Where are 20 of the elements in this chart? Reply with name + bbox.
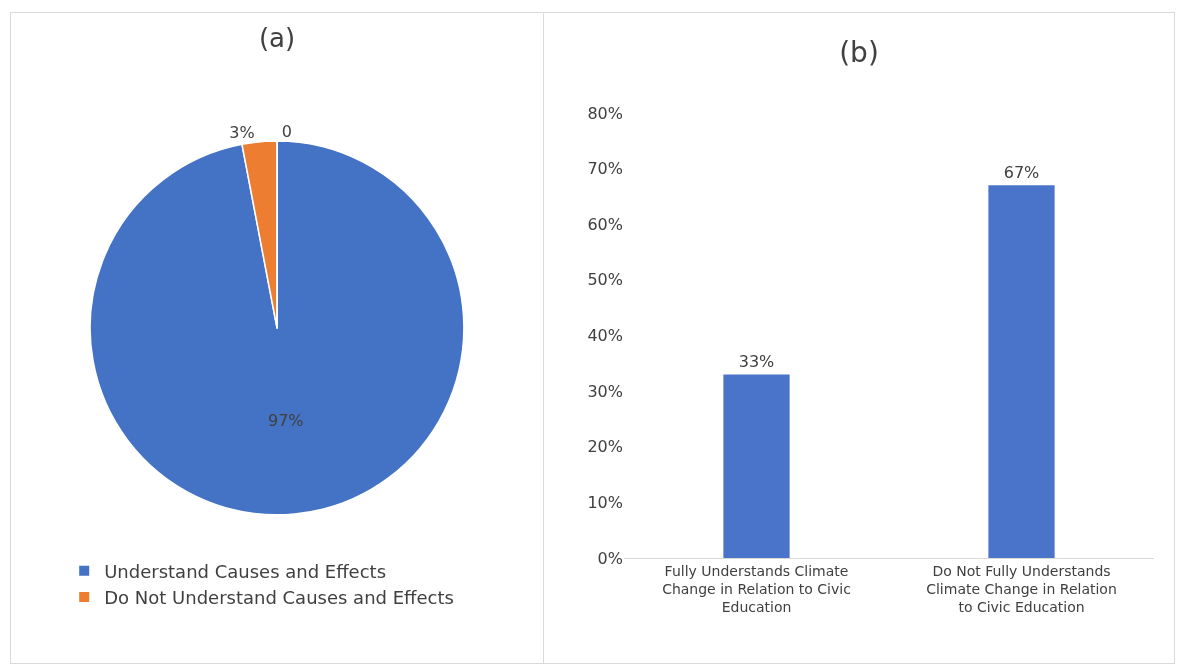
data-label: 3% [229, 122, 255, 142]
y-tick-label: 50% [587, 270, 623, 290]
y-tick-label: 40% [587, 326, 623, 346]
y-tick-label: 0% [597, 548, 623, 568]
y-tick-label: 20% [587, 437, 623, 457]
data-label: 67% [1003, 163, 1040, 183]
chart-title: (a) [258, 23, 296, 54]
data-label: 33% [738, 352, 775, 372]
y-tick-label: 80% [587, 103, 623, 123]
legend-label: Do Not Understand Causes and Effects [104, 587, 454, 609]
x-tick-label: Do Not Fully Understands Climate Change in Relation to Civic Education [926, 562, 1117, 616]
y-tick-label: 10% [587, 492, 623, 512]
text: 0 [281, 122, 292, 142]
data-label: 97% [268, 411, 304, 431]
legend-label: Understand Causes and Effects [104, 560, 387, 582]
x-tick-label: Fully Understands Climate Change in Relation to Civic Education [662, 562, 851, 616]
y-tick-label: 70% [587, 159, 623, 179]
y-tick-label: 30% [587, 381, 623, 401]
y-tick-label: 60% [587, 214, 623, 234]
chart-title: (b) [839, 35, 879, 69]
